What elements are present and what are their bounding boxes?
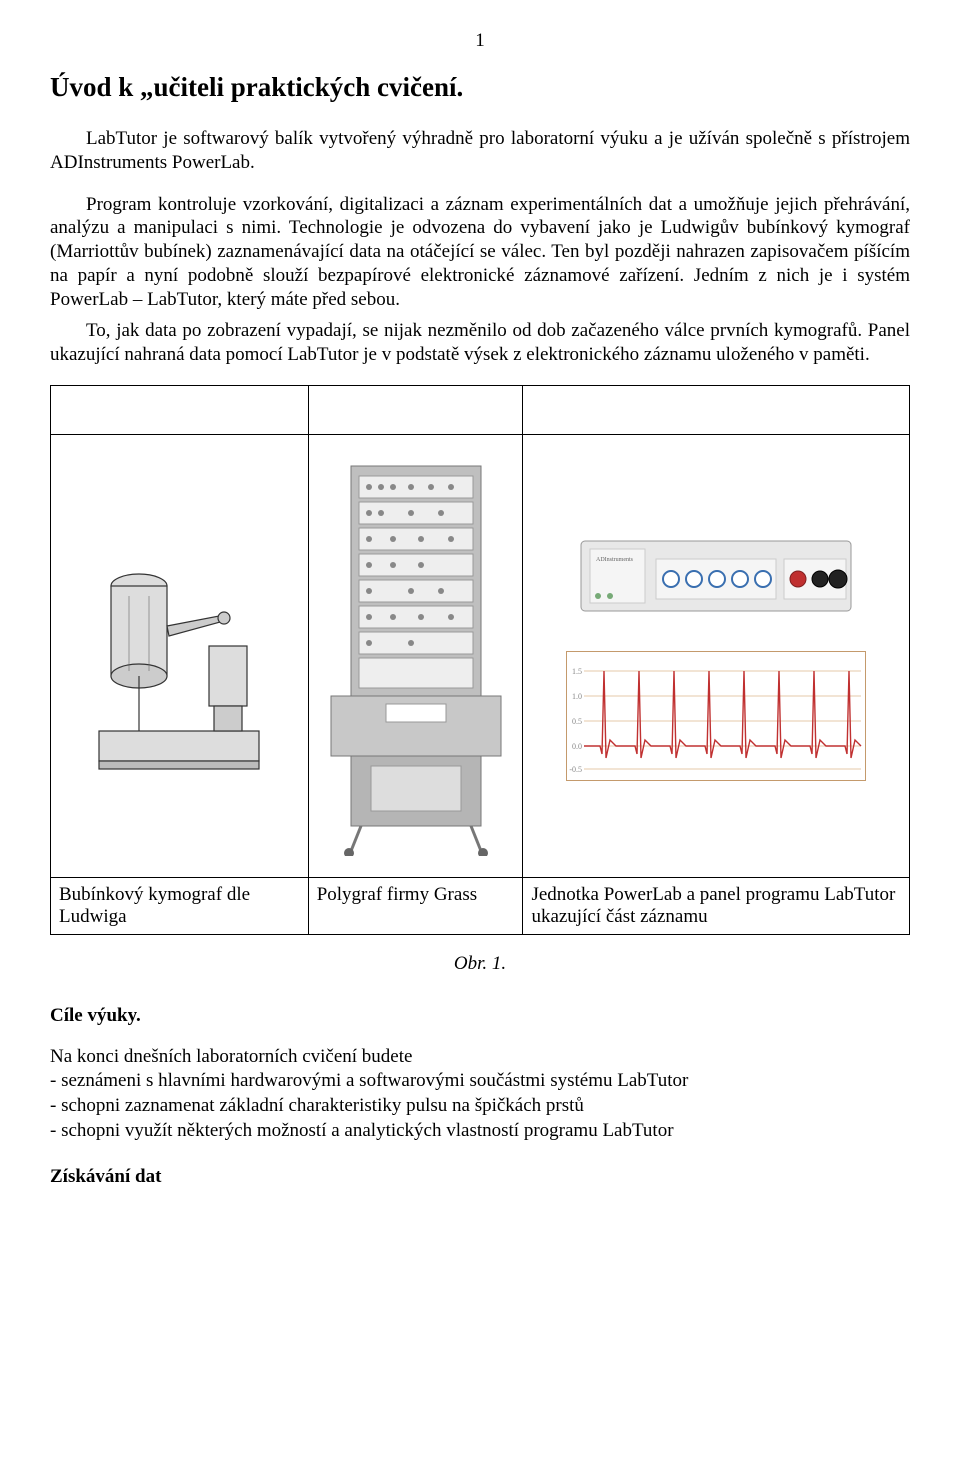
goals-block: Na konci dnešních laboratorních cvičení … <box>50 1045 910 1144</box>
figure-caption-2: Polygraf firmy Grass <box>308 877 523 934</box>
figure-cell-polygraph <box>308 434 523 877</box>
goal-item-1: - seznámeni s hlavními hardwarovými a so… <box>50 1069 910 1094</box>
svg-text:1.5: 1.5 <box>572 667 582 676</box>
intro-paragraph-2b: To, jak data po zobrazení vypadají, se n… <box>50 319 910 367</box>
goal-item-2: - schopni zaznamenat základní charakteri… <box>50 1094 910 1119</box>
figure-caption-3: Jednotka PowerLab a panel programu LabTu… <box>523 877 910 934</box>
figure-table: ADInstruments <box>50 385 910 935</box>
section-goals-heading: Cíle výuky. <box>50 1005 910 1027</box>
kymograph-image <box>59 441 300 871</box>
figure-cell-powerlab: ADInstruments <box>523 434 910 877</box>
intro-paragraph-1: LabTutor je softwarový balík vytvořený v… <box>50 127 910 175</box>
figure-header-2 <box>308 385 523 434</box>
figure-label: Obr. 1. <box>50 953 910 975</box>
kymograph-svg <box>89 536 269 776</box>
section-data-heading: Získávání dat <box>50 1166 910 1188</box>
powerlab-image: ADInstruments <box>531 441 901 871</box>
polygraph-image <box>317 441 515 871</box>
intro-paragraph-2: Program kontroluje vzorkování, digitaliz… <box>50 193 910 312</box>
goal-item-3: - schopni využít některých možností a an… <box>50 1119 910 1144</box>
document-page: 1 Úvod k „učiteli praktických cvičení. L… <box>0 0 960 1246</box>
page-title: Úvod k „učiteli praktických cvičení. <box>50 72 910 103</box>
svg-text:0.5: 0.5 <box>572 717 582 726</box>
figure-header-3 <box>523 385 910 434</box>
svg-text:-0.5: -0.5 <box>570 765 583 774</box>
svg-text:0.0: 0.0 <box>572 742 582 751</box>
powerlab-chart-svg: 1.5 1.0 0.5 0.0 -0.5 <box>566 651 866 781</box>
figure-image-row: ADInstruments <box>51 434 910 877</box>
goals-intro: Na konci dnešních laboratorních cvičení … <box>50 1045 910 1070</box>
figure-caption-row: Bubínkový kymograf dle Ludwiga Polygraf … <box>51 877 910 934</box>
figure-caption-1: Bubínkový kymograf dle Ludwiga <box>51 877 309 934</box>
page-number: 1 <box>50 30 910 52</box>
svg-text:1.0: 1.0 <box>572 692 582 701</box>
svg-text:ADInstruments: ADInstruments <box>596 557 634 563</box>
figure-cell-kymograph <box>51 434 309 877</box>
figure-header-row <box>51 385 910 434</box>
powerlab-device-svg: ADInstruments <box>576 531 856 621</box>
figure-header-1 <box>51 385 309 434</box>
polygraph-svg <box>321 456 511 856</box>
para2-text: Program kontroluje vzorkování, digitaliz… <box>50 194 910 310</box>
